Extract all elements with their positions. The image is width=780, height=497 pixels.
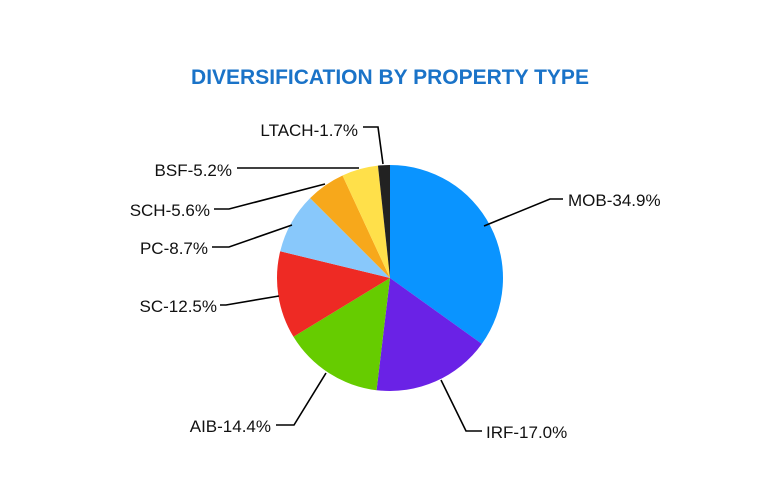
- leader-line-aib: [276, 372, 327, 426]
- data-label-sch: SCH-5.6%: [130, 201, 210, 220]
- data-label-irf: IRF-17.0%: [486, 423, 567, 442]
- slice-sch: [310, 175, 390, 278]
- slice-sc: [277, 251, 390, 337]
- slice-irf: [376, 278, 482, 391]
- chart-title: DIVERSIFICATION BY PROPERTY TYPE: [191, 66, 589, 89]
- leader-line-ltach: [363, 126, 384, 165]
- slice-bsf: [342, 165, 390, 278]
- slice-aib: [293, 278, 390, 391]
- leader-line-irf: [440, 379, 482, 432]
- data-label-ltach: LTACH-1.7%: [260, 121, 358, 140]
- slice-pc: [280, 198, 390, 278]
- slice-mob: [390, 165, 503, 344]
- data-label-aib: AIB-14.4%: [190, 417, 271, 436]
- data-label-bsf: BSF-5.2%: [155, 161, 232, 180]
- data-label-sc: SC-12.5%: [140, 297, 217, 316]
- leader-line-sc: [220, 295, 280, 306]
- slice-ltach: [377, 165, 390, 278]
- leader-line-sch: [214, 183, 326, 210]
- leader-line-mob: [483, 198, 563, 227]
- data-label-mob: MOB-34.9%: [568, 191, 661, 210]
- leader-line-pc: [212, 224, 293, 248]
- data-label-pc: PC-8.7%: [140, 239, 208, 258]
